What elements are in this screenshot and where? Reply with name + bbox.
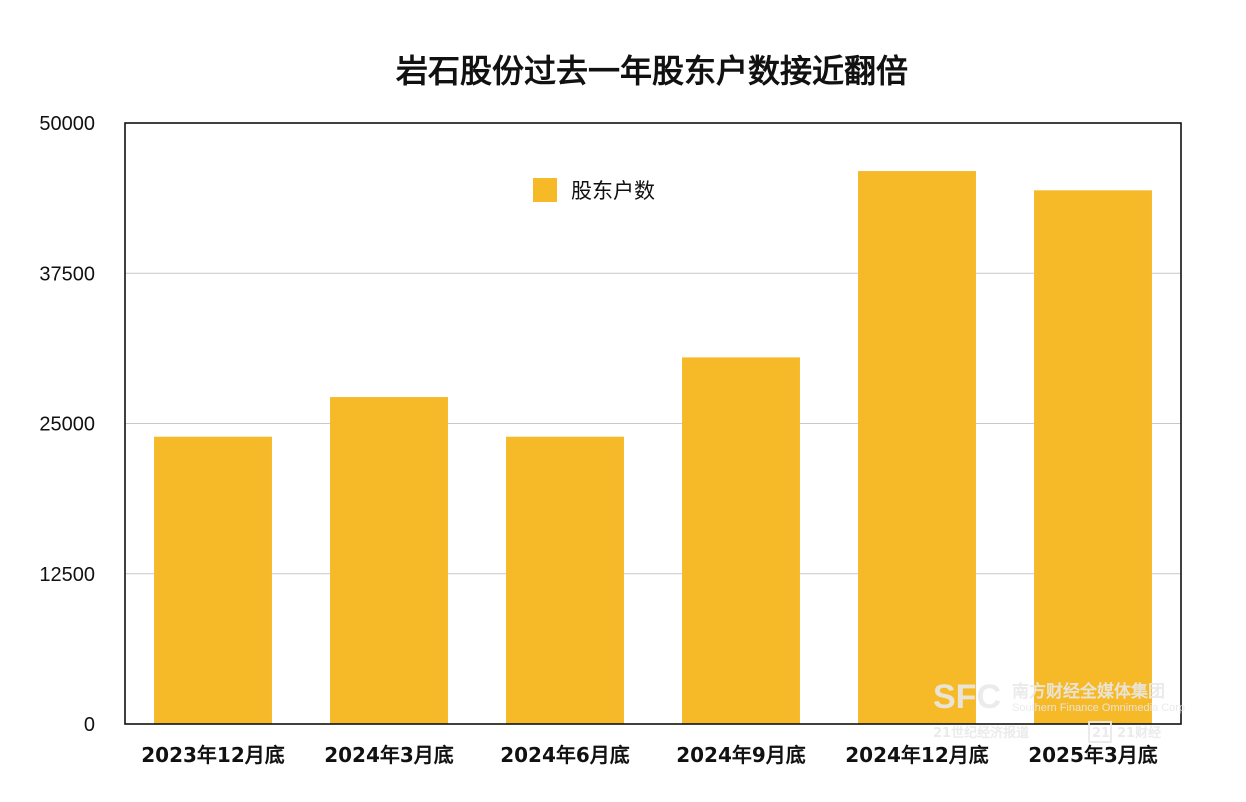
watermark: SFC 南方财经全媒体集团 Southern Finance Omnimedia… <box>933 678 1185 743</box>
bar <box>682 357 800 724</box>
watermark-name-en: Southern Finance Omnimedia Corp <box>1012 702 1185 714</box>
x-tick-label: 2024年3月底 <box>324 743 454 767</box>
y-axis-ticks: 0 12500 25000 37500 50000 <box>39 113 95 736</box>
watermark-sub-logo-box <box>1088 721 1112 743</box>
legend: 股东户数 <box>533 178 655 203</box>
bar <box>330 397 448 724</box>
bar <box>1034 190 1152 724</box>
bar <box>154 436 272 724</box>
bars <box>154 171 1152 724</box>
legend-swatch <box>533 178 557 202</box>
x-tick-label: 2024年12月底 <box>845 743 989 767</box>
y-tick-label: 25000 <box>39 414 95 436</box>
x-tick-label: 2025年3月底 <box>1028 743 1158 767</box>
plot-frame <box>124 122 1182 725</box>
y-tick-label: 50000 <box>39 113 95 135</box>
legend-label: 股东户数 <box>571 179 655 203</box>
gridlines <box>125 272 1181 575</box>
x-tick-label: 2024年6月底 <box>500 743 630 767</box>
x-tick-label: 2023年12月底 <box>141 743 285 767</box>
y-tick-label: 12500 <box>39 564 95 586</box>
bar <box>858 171 976 724</box>
watermark-logo: SFC <box>933 678 1001 716</box>
y-tick-label: 37500 <box>39 263 95 285</box>
watermark-sub2: 21财经 <box>1117 725 1161 741</box>
y-tick-label: 0 <box>84 714 95 736</box>
x-axis-ticks: 2023年12月底 2024年3月底 2024年6月底 2024年9月底 2024年12… <box>141 743 1158 767</box>
watermark-name-cn: 南方财经全媒体集团 <box>1012 681 1165 702</box>
x-tick-label: 2024年9月底 <box>676 743 806 767</box>
bar <box>506 436 624 724</box>
watermark-sub-logo: 21 <box>1092 726 1110 741</box>
watermark-sub: 21世纪经济报道 <box>933 725 1029 741</box>
chart-title: 岩石股份过去一年股东户数接近翻倍 <box>396 52 908 90</box>
